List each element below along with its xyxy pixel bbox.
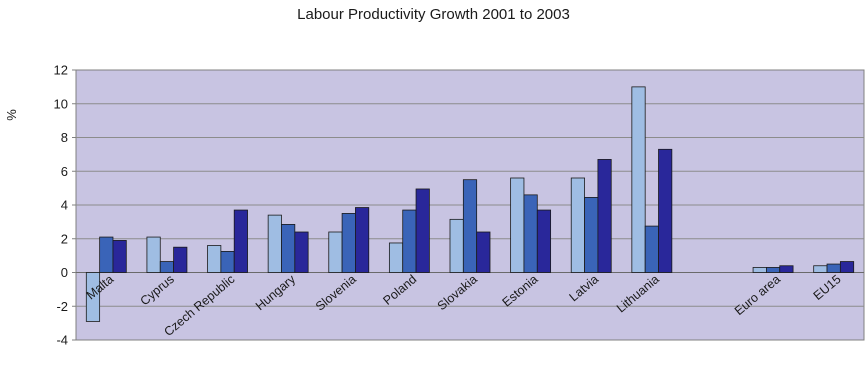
bar <box>659 149 672 272</box>
y-tick-label: 10 <box>54 96 68 111</box>
y-tick-label: 8 <box>61 130 68 145</box>
y-tick-label: 2 <box>61 231 68 246</box>
bar <box>753 267 766 272</box>
bar <box>463 180 476 273</box>
bar <box>814 266 827 273</box>
bar <box>416 189 429 273</box>
y-tick-label: 12 <box>54 63 68 78</box>
bar <box>827 264 840 272</box>
y-tick-label: 6 <box>61 164 68 179</box>
bar <box>174 247 187 272</box>
bar <box>537 210 550 272</box>
bar <box>234 210 247 272</box>
bar <box>281 224 294 272</box>
bar <box>585 197 598 272</box>
y-axis-label: % <box>4 109 19 121</box>
bar <box>598 159 611 272</box>
bar <box>389 243 402 273</box>
bar <box>342 213 355 272</box>
bar <box>403 210 416 272</box>
bar <box>295 232 308 273</box>
bar <box>632 87 645 273</box>
bar <box>100 237 113 272</box>
bar <box>160 262 173 273</box>
bar <box>329 232 342 273</box>
bar <box>477 232 490 273</box>
bar <box>450 219 463 272</box>
bar <box>780 266 793 273</box>
bar <box>840 262 853 273</box>
y-tick-label: 0 <box>61 265 68 280</box>
y-axis-ticks: -4 -2 0 2 4 6 8 10 12 <box>54 63 76 348</box>
bar <box>355 208 368 273</box>
bar <box>113 240 126 272</box>
bar <box>645 226 658 272</box>
y-tick-label: -4 <box>56 333 68 348</box>
bar <box>147 237 160 272</box>
bar <box>208 246 221 273</box>
y-tick-label: 4 <box>61 198 68 213</box>
y-tick-label: -2 <box>56 299 68 314</box>
bar <box>511 178 524 273</box>
bar <box>524 195 537 273</box>
bar <box>268 215 281 272</box>
bar <box>571 178 584 273</box>
bar <box>221 251 234 272</box>
